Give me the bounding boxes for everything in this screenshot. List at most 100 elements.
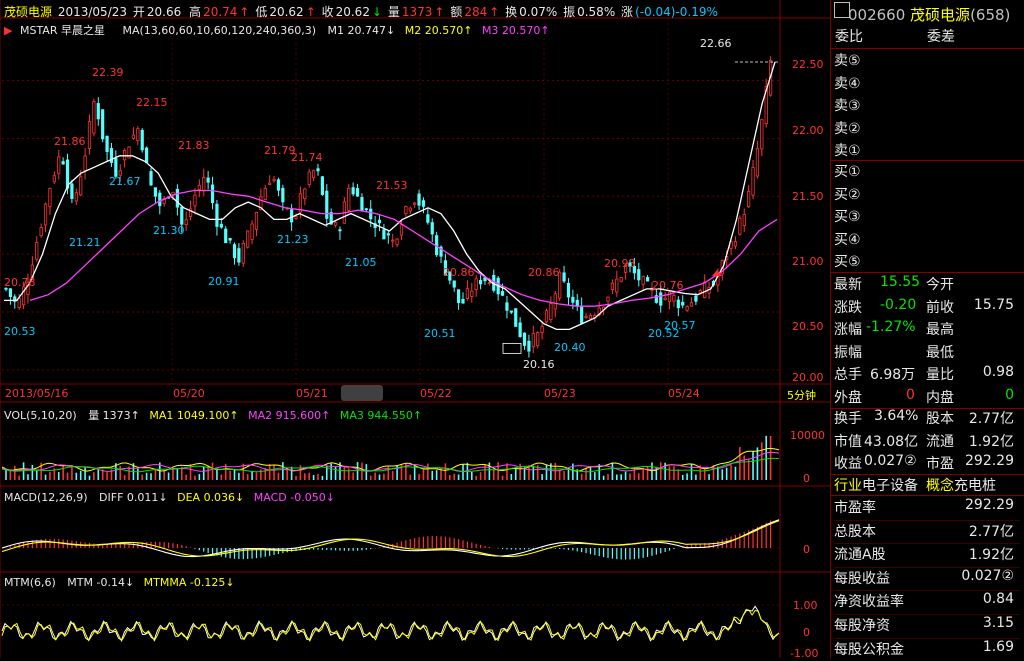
m2-value: M2 20.570↑ <box>404 24 473 37</box>
sell-list: 卖⑤ 卖④ 卖③ 卖② 卖① <box>834 50 861 163</box>
outer-volume: 0 <box>906 386 915 403</box>
candle <box>364 208 368 211</box>
candle <box>703 281 707 299</box>
candle <box>619 277 623 282</box>
candle <box>329 212 333 225</box>
sell-level-1: 卖① <box>834 143 861 159</box>
ohlc-bar: 茂硕电源 2013/05/23 开 20.66 高 20.74 ↑ 低 20.62 ↑ 收… <box>4 5 718 19</box>
candle <box>101 109 105 140</box>
macd-legend: MACD(12,26,9) DIFF 0.011↓ DEA 0.036↓ MAC… <box>4 491 335 504</box>
candle <box>751 166 755 196</box>
annotation: 20.86 <box>443 266 475 279</box>
candle <box>562 272 566 282</box>
candle <box>443 260 448 276</box>
x-label-2: 05/21 <box>296 387 328 400</box>
last-price: 15.55 <box>880 274 921 290</box>
candle <box>553 293 557 310</box>
candle <box>377 219 382 224</box>
candle <box>369 208 373 220</box>
stat-row: 换手 3.64% 股本 2.77亿 <box>834 408 1014 427</box>
stat-row: 市值 43.08亿 流通 1.92亿 <box>834 433 1014 450</box>
candle <box>347 188 351 211</box>
prev-close: 15.75 <box>973 296 1014 313</box>
candle <box>421 200 426 207</box>
fund-row: 总股本 2.77亿 <box>834 521 1020 545</box>
candle <box>21 286 26 306</box>
candle <box>382 229 386 240</box>
candle <box>259 196 263 210</box>
annotation: 21.30 <box>153 224 185 237</box>
concept-value[interactable]: 充电桩 <box>954 478 996 494</box>
buy-level-1: 买① <box>834 164 861 180</box>
candle <box>65 159 70 189</box>
candle <box>351 187 355 195</box>
amp-value: 0.58% <box>577 5 616 19</box>
candle <box>430 222 434 235</box>
industry-value[interactable]: 电子设备 <box>862 478 918 494</box>
industry-row[interactable]: 行业电子设备 概念 充电桩 <box>834 475 1020 495</box>
candle <box>290 209 294 223</box>
ma-params: MA(13,60,60,10,60,120,240,360,3) <box>122 24 317 37</box>
candle <box>465 288 470 299</box>
total-volume: 6.98万 <box>870 367 916 383</box>
low-value: 20.62 <box>269 5 304 19</box>
candle <box>694 295 698 302</box>
low-marker <box>502 342 522 354</box>
ma-legend: ▶ MSTAR 早晨之星 MA(13,60,60,10,60,120,240,3… <box>4 22 550 38</box>
candle <box>140 129 144 151</box>
candle <box>685 306 689 311</box>
candle <box>531 333 535 348</box>
annotation: 20.53 <box>4 325 36 338</box>
fund-row: 市盈率 292.29 <box>834 497 1020 521</box>
candle <box>35 242 39 260</box>
candle <box>48 187 52 207</box>
stat-row: 总手 6.98万 量比 0.98 <box>834 364 1014 383</box>
candle <box>641 276 645 285</box>
divider <box>830 272 1024 273</box>
candle <box>298 193 303 213</box>
candle <box>311 170 316 179</box>
candle <box>672 295 676 302</box>
candle <box>210 184 215 204</box>
chg-value: (-0.04)-0.19% <box>635 5 718 19</box>
candle <box>333 222 338 226</box>
candle <box>180 206 184 225</box>
vol-tick-1: 0 <box>803 472 810 485</box>
candle <box>399 224 404 236</box>
stat-row: 涨跌 -0.20 前收 15.75 <box>834 296 1014 316</box>
candle <box>57 156 61 174</box>
candle <box>509 310 513 313</box>
x-label-3: 05/22 <box>420 387 452 400</box>
candle <box>109 148 114 163</box>
y-tick-3: 21.00 <box>792 255 824 268</box>
vol-ma3-line <box>1 457 780 473</box>
candle <box>566 282 571 298</box>
candle <box>184 219 188 226</box>
candle <box>549 303 553 320</box>
candle <box>413 202 417 205</box>
candle <box>215 203 219 227</box>
candle <box>79 176 83 196</box>
candle <box>439 246 443 257</box>
candle <box>272 178 276 181</box>
candle <box>575 299 579 306</box>
triangle-right-icon: ▶ <box>4 24 13 37</box>
candle <box>386 233 390 236</box>
candle <box>136 128 140 142</box>
window-toggle-icon[interactable] <box>834 2 850 18</box>
annotation: 20.76 <box>652 279 684 292</box>
period-label[interactable]: 5分钟 <box>787 389 816 402</box>
candle <box>654 295 658 303</box>
candle <box>733 241 738 247</box>
annotation: 20.57 <box>664 319 696 332</box>
scrollbar-thumb[interactable] <box>341 385 383 401</box>
candle <box>338 229 342 232</box>
candle <box>39 227 43 237</box>
candle <box>254 211 259 230</box>
fund-row: 每股净资 3.15 <box>834 615 1020 639</box>
stock-name: 茂硕电源 <box>4 5 53 19</box>
chart-canvas[interactable] <box>0 0 830 658</box>
candle <box>527 340 531 352</box>
annotation: 21.21 <box>69 236 101 249</box>
sell-level-2: 卖② <box>834 120 861 137</box>
